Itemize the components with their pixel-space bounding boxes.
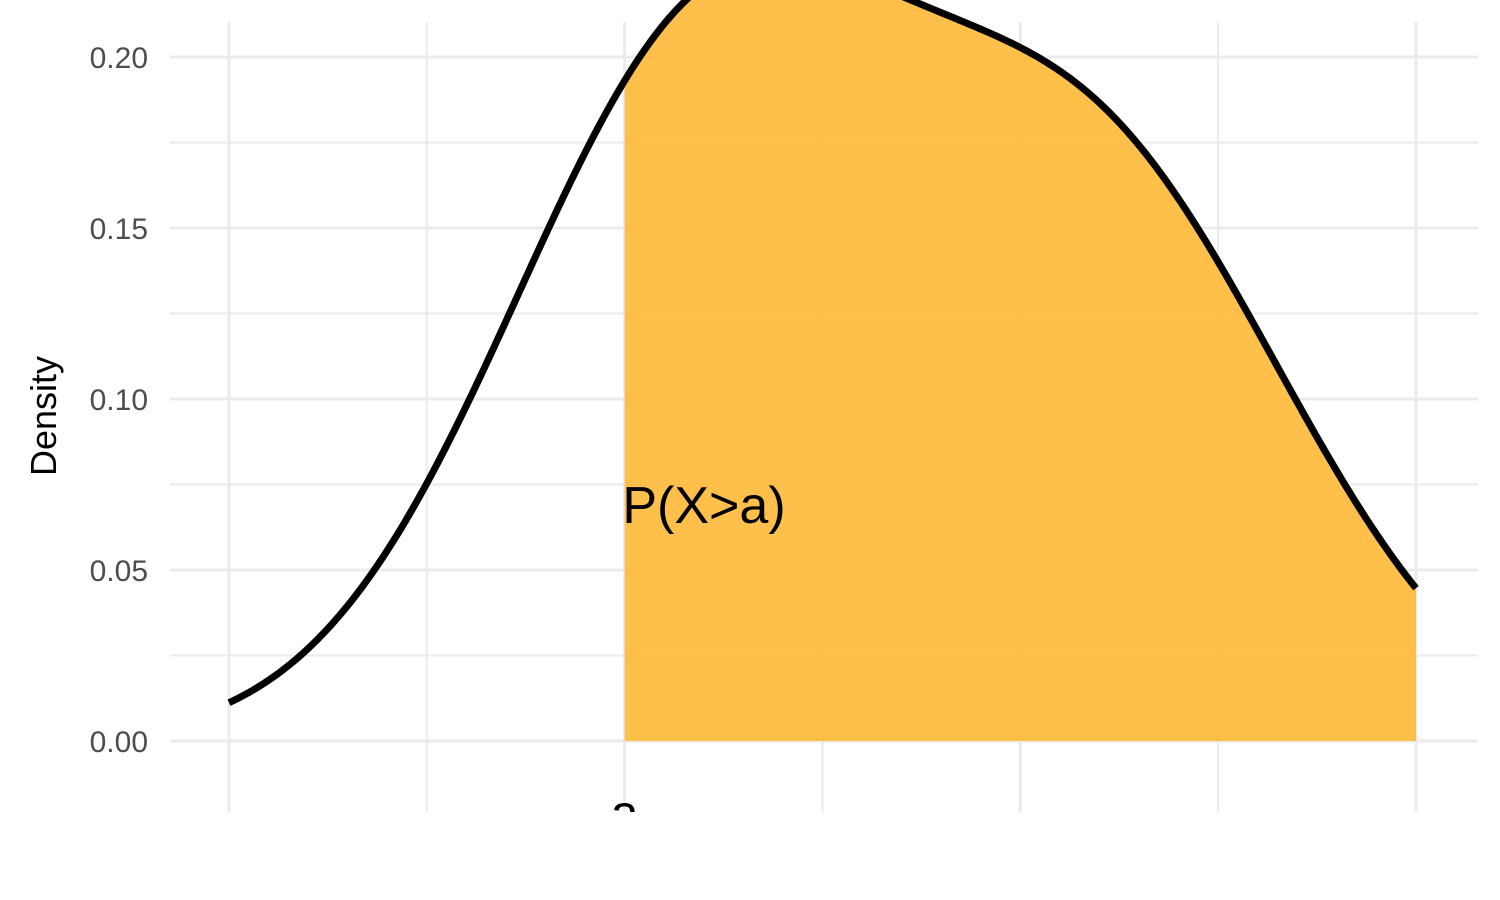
density-curve — [227, 0, 1419, 706]
y-tick-label: 0.10 — [90, 384, 148, 417]
y-tick-label: 0.00 — [90, 726, 148, 759]
y-axis-title: Density — [23, 356, 64, 476]
y-tick-label: 0.05 — [90, 555, 148, 588]
threshold-marker-label: a — [611, 785, 639, 841]
y-axis-ticks: 0.00 0.05 0.10 0.15 0.20 — [90, 42, 148, 759]
y-tick-label: 0.15 — [90, 213, 148, 246]
shaded-probability-area — [624, 0, 1416, 741]
y-tick-label: 0.20 — [90, 42, 148, 75]
probability-annotation: P(X>a) — [622, 477, 785, 535]
